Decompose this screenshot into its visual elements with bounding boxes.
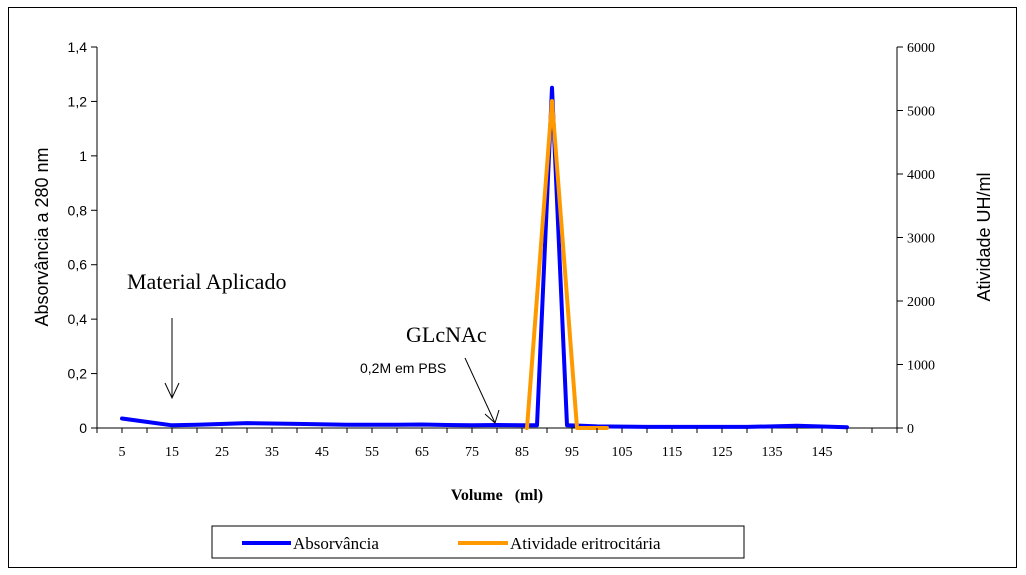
x-tick-label: 115 — [662, 445, 682, 460]
axes — [96, 47, 898, 429]
left-tick-label: 0,8 — [68, 202, 88, 218]
left-tick-label: 0 — [79, 420, 87, 436]
x-tick-label: 15 — [165, 445, 179, 460]
left-tick-label: 1 — [79, 148, 87, 164]
annotations: Material Aplicado GLcNAc 0,2M em PBS — [127, 269, 500, 424]
annotation-pbs: 0,2M em PBS — [360, 360, 446, 376]
x-tick-label: 65 — [415, 445, 429, 460]
right-tick-label: 2000 — [907, 295, 935, 310]
x-tick-label: 85 — [515, 445, 529, 460]
left-axis-title: Absorvância a 280 nm — [32, 147, 52, 326]
right-tick-label: 5000 — [907, 105, 935, 120]
right-tick-label: 3000 — [907, 232, 935, 247]
series-layer — [120, 85, 849, 430]
annotation-glcnac: GLcNAc — [406, 322, 487, 347]
right-tick-label: 0 — [907, 422, 914, 437]
x-tick-label: 25 — [215, 445, 229, 460]
x-tick-label: 35 — [265, 445, 279, 460]
arrow-glcnac-shaft — [464, 357, 496, 424]
left-y-ticks: 0 0,2 0,4 0,6 0,8 1 1,2 1,4 — [68, 39, 97, 436]
x-tick-label: 145 — [812, 445, 833, 460]
x-tick-label: 125 — [712, 445, 733, 460]
x-tick-label: 55 — [365, 445, 379, 460]
x-tick-label: 45 — [315, 445, 329, 460]
x-axis-title: Volume (ml) — [451, 487, 543, 504]
right-axis-title: Atividade UH/ml — [974, 172, 994, 301]
arrow-material-head — [164, 382, 180, 400]
x-tick-label: 95 — [565, 445, 579, 460]
right-tick-label: 6000 — [907, 41, 935, 56]
left-tick-label: 0,6 — [68, 257, 88, 273]
x-tick-label: 75 — [465, 445, 479, 460]
arrow-glcnac-head — [484, 409, 500, 424]
series-line-absorvancia — [120, 85, 849, 430]
right-tick-label: 1000 — [907, 359, 935, 374]
left-tick-label: 1,4 — [68, 39, 88, 55]
annotation-material-aplicado: Material Aplicado — [127, 269, 286, 294]
annotation-arrows — [164, 318, 500, 424]
series-line-atividade — [525, 99, 609, 430]
x-tick-label: 105 — [612, 445, 633, 460]
x-tick-label: 135 — [762, 445, 783, 460]
legend-label-absorvancia: Absorvância — [293, 534, 379, 553]
left-tick-label: 1,2 — [68, 93, 88, 109]
x-tick-label: 5 — [119, 445, 126, 460]
right-y-ticks: 0 1000 2000 3000 4000 5000 6000 — [897, 41, 935, 437]
legend: Absorvância Atividade eritrocitária — [211, 525, 745, 559]
left-tick-label: 0,4 — [68, 311, 88, 327]
x-ticks: 5 15 25 35 45 55 65 75 85 95 105 115 125 135 145 — [96, 428, 898, 460]
legend-label-atividade: Atividade eritrocitária — [510, 534, 661, 553]
left-tick-label: 0,2 — [68, 366, 88, 382]
right-tick-label: 4000 — [907, 168, 935, 183]
chart-frame — [8, 7, 1017, 568]
